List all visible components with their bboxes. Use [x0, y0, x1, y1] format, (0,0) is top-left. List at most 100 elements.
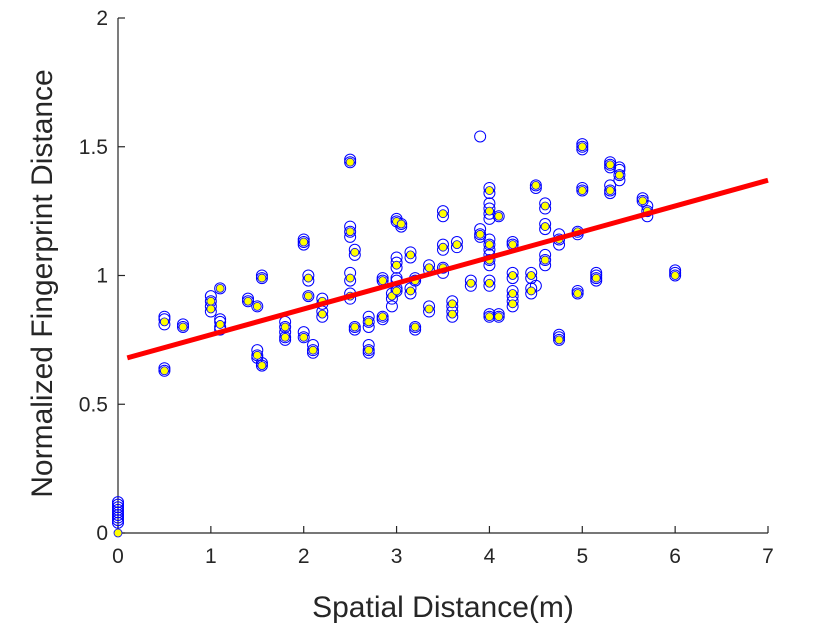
- data-point-filled: [378, 312, 388, 322]
- data-point-open: [376, 310, 389, 323]
- data-point-filled: [206, 296, 216, 306]
- data-point-filled: [206, 304, 216, 314]
- data-point-filled: [485, 186, 494, 195]
- data-point-open: [539, 254, 552, 267]
- data-point-filled: [364, 317, 374, 327]
- data-point-filled: [438, 242, 448, 252]
- data-point-filled: [605, 160, 615, 170]
- data-point-filled: [280, 332, 290, 342]
- data-point-open: [302, 290, 315, 303]
- data-point-open: [255, 359, 268, 372]
- y-tick-label: 0: [96, 522, 108, 545]
- data-point-filled: [160, 366, 169, 376]
- data-point-filled: [243, 296, 253, 306]
- data-point-filled: [252, 301, 262, 311]
- data-point-filled: [526, 271, 536, 280]
- data-point-filled: [508, 240, 518, 250]
- data-point-filled: [540, 201, 550, 211]
- data-point-filled: [615, 170, 624, 180]
- data-point-filled: [350, 247, 360, 257]
- data-point-filled: [345, 227, 355, 237]
- data-point-open: [112, 514, 124, 527]
- data-point-filled: [438, 209, 448, 219]
- data-point-filled: [392, 260, 401, 270]
- data-point-filled: [638, 196, 648, 206]
- x-tick-label: 3: [391, 545, 403, 568]
- y-axis-title: Normalized Fingerprint Distance: [26, 69, 59, 498]
- data-point-open: [297, 236, 310, 249]
- data-point-open: [112, 496, 124, 509]
- data-point-open: [576, 140, 589, 153]
- data-point-filled: [299, 332, 309, 342]
- data-point-filled: [452, 240, 462, 250]
- data-point-filled: [410, 322, 420, 332]
- data-point-open: [474, 130, 487, 143]
- data-point-open: [112, 501, 124, 514]
- data-point-open: [177, 321, 189, 333]
- scatter-points: [112, 130, 682, 538]
- data-point-filled: [485, 278, 494, 288]
- fit-line: [126, 177, 769, 361]
- data-point-open: [112, 516, 124, 529]
- data-point-filled: [485, 240, 494, 250]
- data-point-filled: [591, 273, 601, 283]
- data-point-open: [483, 238, 496, 251]
- data-point-filled: [424, 304, 434, 314]
- data-point-filled: [215, 283, 225, 293]
- data-point-open: [344, 225, 357, 238]
- data-point-filled: [113, 528, 123, 538]
- data-point-filled: [577, 186, 587, 195]
- data-point-filled: [424, 263, 434, 273]
- data-point-open: [279, 321, 292, 333]
- data-point-filled: [466, 278, 476, 288]
- data-point-open: [279, 331, 292, 344]
- data-point-filled: [215, 320, 225, 329]
- data-point-filled: [303, 291, 313, 301]
- data-point-open: [529, 279, 542, 292]
- data-point-open: [385, 300, 398, 313]
- data-point-filled: [494, 312, 504, 322]
- data-point-open: [214, 282, 227, 295]
- data-point-open: [251, 300, 264, 313]
- data-point-filled: [554, 335, 564, 345]
- data-point-filled: [485, 206, 494, 216]
- data-point-filled: [494, 211, 504, 221]
- x-tick-label: 5: [576, 545, 588, 568]
- data-point-filled: [378, 276, 388, 286]
- y-tick-label: 0.5: [79, 393, 108, 416]
- data-point-filled: [475, 229, 485, 239]
- data-point-filled: [364, 345, 374, 355]
- data-point-filled: [485, 312, 494, 322]
- y-tick-label: 1.5: [79, 136, 108, 159]
- data-point-filled: [178, 322, 188, 332]
- x-tick-label: 2: [298, 545, 310, 568]
- data-point-open: [604, 184, 617, 197]
- data-point-filled: [605, 186, 615, 195]
- data-point-filled: [280, 322, 290, 332]
- data-point-filled: [531, 180, 541, 190]
- data-point-filled: [447, 309, 457, 319]
- data-point-filled: [670, 271, 680, 280]
- data-point-open: [112, 511, 124, 524]
- data-point-open: [613, 169, 626, 182]
- data-point-filled: [396, 219, 406, 229]
- data-point-open: [297, 331, 310, 344]
- data-point-filled: [406, 250, 415, 260]
- data-point-filled: [252, 350, 262, 360]
- data-point-filled: [160, 317, 169, 327]
- x-tick-label: 7: [762, 545, 774, 568]
- data-point-open: [112, 498, 124, 511]
- data-point-open: [529, 179, 542, 192]
- axes: [117, 17, 769, 534]
- data-point-open: [474, 228, 487, 241]
- data-point-open: [604, 158, 617, 171]
- data-point-open: [362, 315, 375, 328]
- data-point-open: [409, 321, 422, 333]
- data-point-filled: [392, 286, 401, 296]
- data-point-filled: [350, 322, 360, 332]
- x-tick-label: 6: [669, 545, 681, 568]
- data-point-open: [255, 272, 268, 285]
- data-point-open: [344, 156, 357, 169]
- data-point-filled: [308, 345, 318, 355]
